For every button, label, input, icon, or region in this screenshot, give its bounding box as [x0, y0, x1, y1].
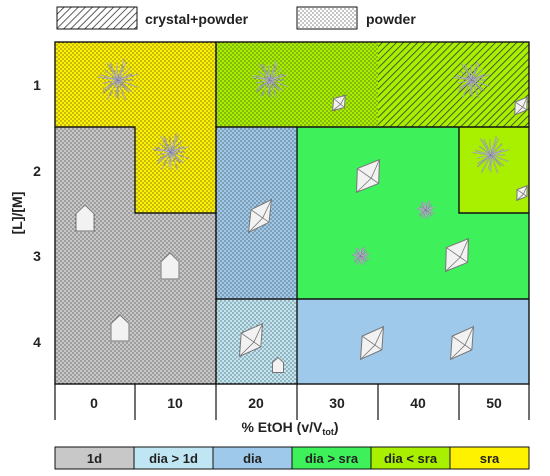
phase-label: dia: [243, 451, 263, 466]
x-tick-10: 10: [167, 395, 183, 411]
x-axis: 0 10 20 30 40 50 % EtOH (v/Vtot): [54, 384, 530, 437]
pentagon-crystal-icon: [160, 252, 180, 280]
phase-label: dia < sra: [384, 451, 438, 466]
phase-legend-item: dia > sra: [291, 446, 372, 470]
phase-label: 1d: [87, 451, 102, 466]
phase-label: sra: [480, 451, 500, 466]
phase-label: dia > sra: [305, 451, 359, 466]
pentagon-crystal-icon: [110, 314, 130, 342]
octahedron-crystal-icon: [516, 184, 528, 202]
crystal-powder-label: crystal+powder: [145, 11, 249, 27]
phase-swatch: [449, 446, 530, 470]
y-axis-label: [L]/[M]: [9, 192, 25, 235]
octahedron-crystal-icon: [359, 325, 385, 361]
phase-legend-item: sra: [449, 446, 530, 470]
x-tick-0: 0: [90, 395, 98, 411]
needle-cluster-icon: [97, 58, 138, 101]
pentagon-crystal-icon: [272, 356, 284, 373]
phase-legend-item: dia < sra: [370, 446, 451, 470]
octahedron-crystal-icon: [332, 94, 346, 112]
powder-swatch: [296, 6, 358, 30]
crystal-powder-swatch: [56, 6, 138, 30]
pentagon-crystal-icon: [75, 204, 95, 232]
octahedron-crystal-icon: [449, 325, 475, 361]
needle-cluster-icon: [351, 246, 371, 266]
needle-cluster-icon: [251, 60, 289, 99]
needle-cluster-icon: [453, 60, 491, 99]
y-tick-4: 4: [33, 334, 41, 350]
needle-cluster-icon: [472, 135, 510, 174]
phase-legend: 1d dia > 1d dia dia > sra dia < sra sra: [54, 446, 530, 470]
y-tick-1: 1: [33, 77, 41, 93]
phase-label: dia > 1d: [149, 451, 198, 466]
y-axis: [L]/[M] 1 2 3 4: [9, 77, 41, 350]
y-tick-3: 3: [33, 248, 41, 264]
octahedron-crystal-icon: [356, 158, 380, 194]
phase-legend-item: 1d: [54, 446, 135, 470]
x-tick-20: 20: [248, 395, 264, 411]
region-dia-bottom: [297, 299, 529, 384]
needle-cluster-icon: [152, 132, 190, 171]
crystal-markers: [75, 58, 528, 373]
phase-legend-item: dia > 1d: [133, 446, 214, 470]
x-axis-label: % EtOH (v/Vtot): [241, 419, 338, 437]
needle-cluster-icon: [416, 200, 436, 220]
y-tick-2: 2: [33, 163, 41, 179]
top-legend: crystal+powder powder: [56, 6, 416, 30]
x-tick-50: 50: [486, 395, 502, 411]
x-tick-40: 40: [410, 395, 426, 411]
region-borders: [54, 41, 530, 385]
octahedron-crystal-icon: [247, 198, 273, 234]
octahedron-crystal-icon: [238, 322, 264, 358]
x-tick-30: 30: [329, 395, 345, 411]
powder-label: powder: [366, 11, 416, 27]
octahedron-crystal-icon: [445, 237, 469, 273]
phase-legend-item: dia: [212, 446, 293, 470]
octahedron-crystal-icon: [514, 96, 528, 116]
